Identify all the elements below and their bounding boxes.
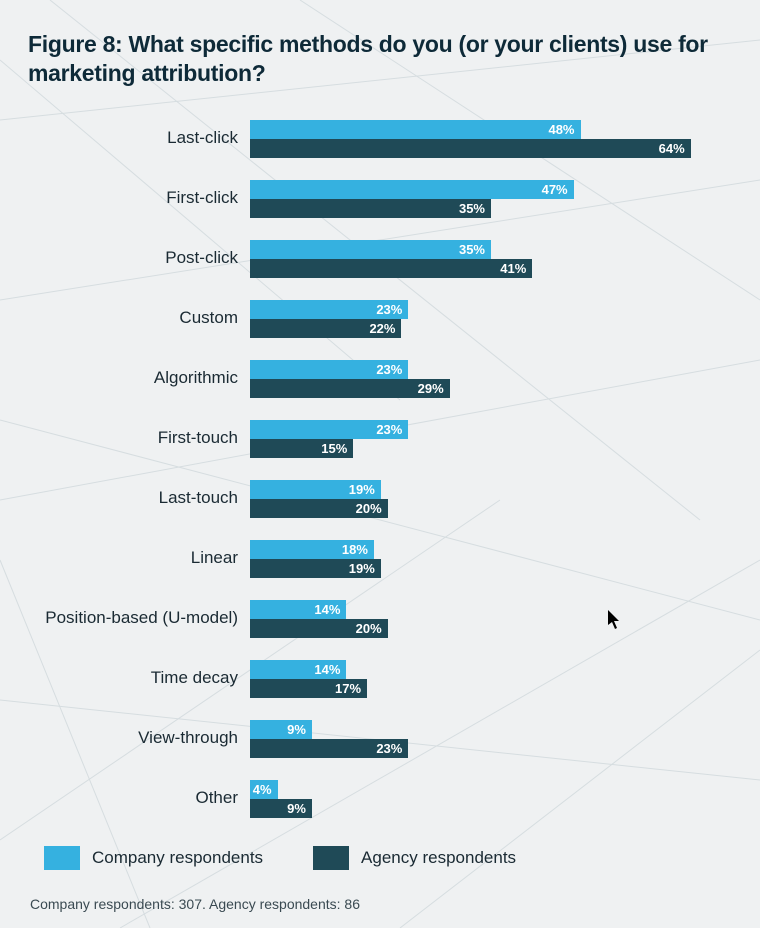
bar-pair: 48%64% bbox=[250, 120, 732, 158]
bar-agency: 41% bbox=[250, 259, 532, 278]
bar-pair: 35%41% bbox=[250, 240, 732, 278]
chart-row: View-through9%23% bbox=[28, 720, 732, 758]
bar-company: 35% bbox=[250, 240, 491, 259]
bar-pair: 23%15% bbox=[250, 420, 732, 458]
chart-row: Post-click35%41% bbox=[28, 240, 732, 278]
category-label: Time decay bbox=[28, 660, 250, 698]
bar-pair: 14%17% bbox=[250, 660, 732, 698]
bar-agency: 9% bbox=[250, 799, 312, 818]
chart-row: Last-touch19%20% bbox=[28, 480, 732, 518]
category-label: View-through bbox=[28, 720, 250, 758]
category-label: Last-touch bbox=[28, 480, 250, 518]
legend-swatch bbox=[313, 846, 349, 870]
attribution-methods-chart: Last-click48%64%First-click47%35%Post-cl… bbox=[28, 120, 732, 818]
legend-swatch bbox=[44, 846, 80, 870]
figure-title: Figure 8: What specific methods do you (… bbox=[28, 30, 732, 88]
category-label: First-click bbox=[28, 180, 250, 218]
bar-pair: 19%20% bbox=[250, 480, 732, 518]
bar-company: 9% bbox=[250, 720, 312, 739]
chart-row: Algorithmic23%29% bbox=[28, 360, 732, 398]
bar-pair: 9%23% bbox=[250, 720, 732, 758]
bar-company: 18% bbox=[250, 540, 374, 559]
bar-agency: 22% bbox=[250, 319, 401, 338]
bar-company: 23% bbox=[250, 420, 408, 439]
bar-company: 47% bbox=[250, 180, 574, 199]
bar-pair: 23%22% bbox=[250, 300, 732, 338]
bar-company: 19% bbox=[250, 480, 381, 499]
bar-agency: 29% bbox=[250, 379, 450, 398]
chart-row: Time decay14%17% bbox=[28, 660, 732, 698]
category-label: Linear bbox=[28, 540, 250, 578]
bar-company: 23% bbox=[250, 300, 408, 319]
bar-pair: 4%9% bbox=[250, 780, 732, 818]
bar-agency: 20% bbox=[250, 619, 388, 638]
respondents-footnote: Company respondents: 307. Agency respond… bbox=[30, 896, 732, 912]
chart-row: First-click47%35% bbox=[28, 180, 732, 218]
chart-row: Other4%9% bbox=[28, 780, 732, 818]
bar-agency: 35% bbox=[250, 199, 491, 218]
bar-pair: 23%29% bbox=[250, 360, 732, 398]
category-label: Post-click bbox=[28, 240, 250, 278]
bar-agency: 17% bbox=[250, 679, 367, 698]
chart-row: First-touch23%15% bbox=[28, 420, 732, 458]
bar-pair: 47%35% bbox=[250, 180, 732, 218]
category-label: Other bbox=[28, 780, 250, 818]
legend-label: Agency respondents bbox=[361, 848, 516, 868]
bar-agency: 23% bbox=[250, 739, 408, 758]
bar-company: 23% bbox=[250, 360, 408, 379]
bar-agency: 19% bbox=[250, 559, 381, 578]
bar-agency: 64% bbox=[250, 139, 691, 158]
bar-agency: 15% bbox=[250, 439, 353, 458]
category-label: Last-click bbox=[28, 120, 250, 158]
chart-row: Position-based (U-model)14%20% bbox=[28, 600, 732, 638]
bar-agency: 20% bbox=[250, 499, 388, 518]
bar-pair: 18%19% bbox=[250, 540, 732, 578]
category-label: First-touch bbox=[28, 420, 250, 458]
legend-item-company: Company respondents bbox=[44, 846, 263, 870]
bar-company: 48% bbox=[250, 120, 581, 139]
legend-item-agency: Agency respondents bbox=[313, 846, 516, 870]
bar-company: 14% bbox=[250, 660, 346, 679]
legend-label: Company respondents bbox=[92, 848, 263, 868]
bar-company: 4% bbox=[250, 780, 278, 799]
chart-row: Last-click48%64% bbox=[28, 120, 732, 158]
chart-legend: Company respondents Agency respondents bbox=[44, 846, 732, 870]
bar-pair: 14%20% bbox=[250, 600, 732, 638]
category-label: Custom bbox=[28, 300, 250, 338]
category-label: Position-based (U-model) bbox=[28, 600, 250, 638]
bar-company: 14% bbox=[250, 600, 346, 619]
chart-row: Custom23%22% bbox=[28, 300, 732, 338]
category-label: Algorithmic bbox=[28, 360, 250, 398]
chart-row: Linear18%19% bbox=[28, 540, 732, 578]
